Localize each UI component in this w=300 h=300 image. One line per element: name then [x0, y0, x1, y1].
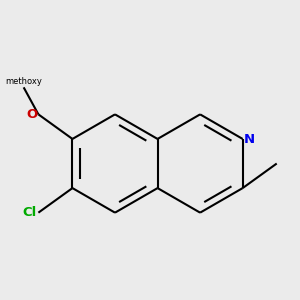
Text: methoxy: methoxy — [5, 77, 42, 86]
Text: O: O — [26, 108, 38, 121]
Text: N: N — [244, 133, 255, 146]
Text: Cl: Cl — [23, 206, 37, 219]
